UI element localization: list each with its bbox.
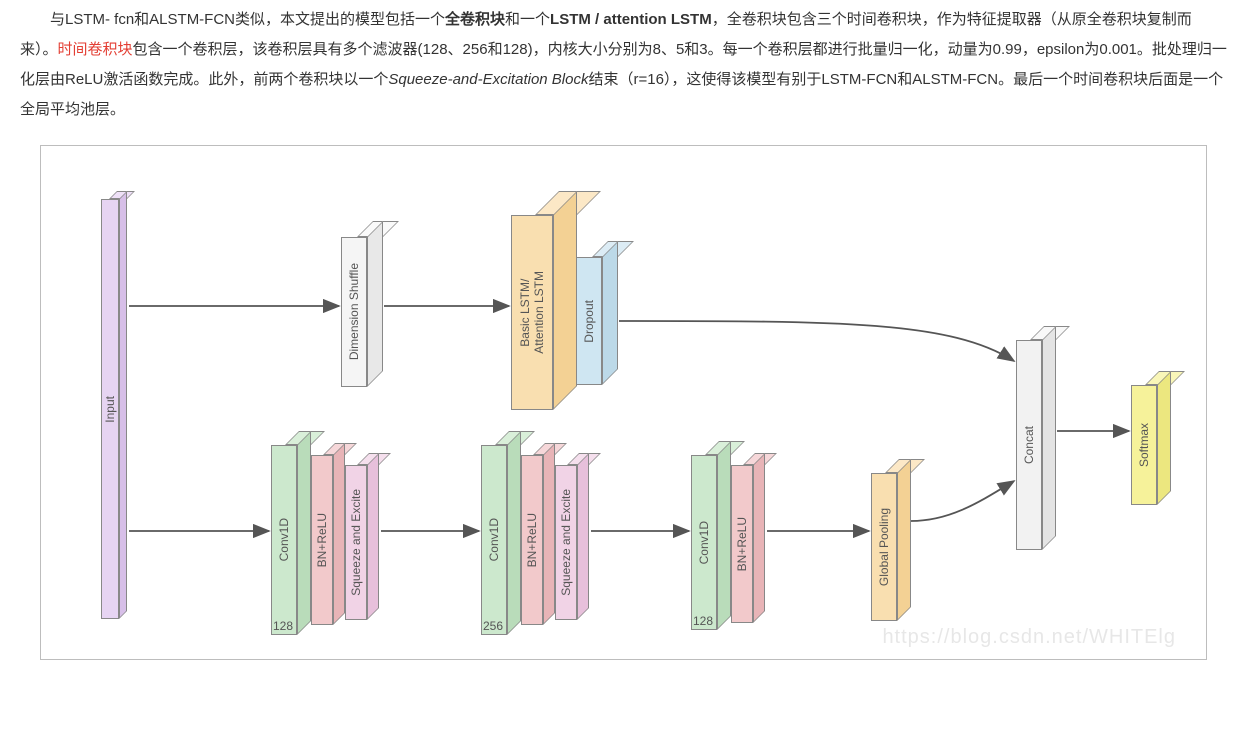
block-count-conv1: 128: [273, 619, 293, 633]
architecture-diagram: Input Dimension Shuffle Basic LSTM/ Attent…: [40, 145, 1207, 660]
block-softmax: Softmax: [1131, 371, 1171, 505]
description-paragraph: 与LSTM- fcn和ALSTM-FCN类似，本文提出的模型包括一个全卷积块和一…: [20, 5, 1227, 125]
block-label-softmax: Softmax: [1137, 423, 1151, 467]
block-dropout: Dropout: [576, 241, 618, 385]
block-se2: Squeeze and Excite: [555, 453, 589, 620]
block-label-bn1: BN+ReLU: [315, 513, 329, 567]
block-label-bn2: BN+ReLU: [525, 513, 539, 567]
block-count-conv2: 256: [483, 619, 503, 633]
block-label-se1: Squeeze and Excite: [349, 489, 363, 596]
block-label-conv3: Conv1D: [697, 521, 711, 564]
block-label-bn3: BN+ReLU: [735, 517, 749, 571]
block-count-conv3: 128: [693, 614, 713, 628]
block-se1: Squeeze and Excite: [345, 453, 379, 620]
text-bold1: 全卷积块: [445, 11, 505, 28]
block-label-gpool: Global Pooling: [877, 508, 891, 586]
block-label-se2: Squeeze and Excite: [559, 489, 573, 596]
block-bn1: BN+ReLU: [311, 443, 345, 625]
block-gpool: Global Pooling: [871, 459, 911, 621]
block-bn2: BN+ReLU: [521, 443, 555, 625]
block-label-dropout: Dropout: [582, 300, 596, 343]
block-label-input: Input: [103, 396, 117, 423]
block-lstm: Basic LSTM/ Attention LSTM: [511, 191, 577, 410]
block-conv3: Conv1D 128: [691, 441, 731, 630]
block-input: Input: [101, 191, 127, 619]
text-italic1: Squeeze-and-Excitation Block: [388, 71, 588, 88]
block-label-dimshuffle: Dimension Shuffle: [347, 263, 361, 360]
block-conv1: Conv1D 128: [271, 431, 311, 635]
block-label-conv2: Conv1D: [487, 518, 501, 561]
text-p1: 与LSTM- fcn和ALSTM-FCN类似，本文提出的模型包括一个: [50, 11, 445, 28]
block-dimshuffle: Dimension Shuffle: [341, 221, 383, 387]
arrow-7: [911, 481, 1014, 521]
block-concat: Concat: [1016, 326, 1056, 550]
arrow-3: [619, 321, 1014, 361]
block-bn3: BN+ReLU: [731, 453, 765, 623]
block-conv2: Conv1D 256: [481, 431, 521, 635]
block-label-lstm: Basic LSTM/ Attention LSTM: [518, 271, 546, 354]
text-p2: 和一个: [505, 11, 550, 28]
block-label-concat: Concat: [1022, 426, 1036, 464]
text-bold2: LSTM / attention LSTM: [550, 11, 712, 28]
watermark-text: https://blog.csdn.net/WHITElg: [882, 626, 1176, 649]
block-label-conv1: Conv1D: [277, 518, 291, 561]
text-red1: 时间卷积块: [58, 41, 133, 58]
